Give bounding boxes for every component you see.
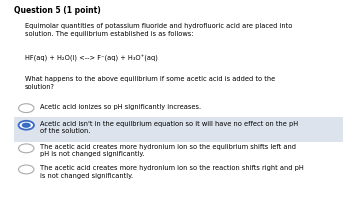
Text: The acetic acid creates more hydronium ion so the equlibrium shifts left and
pH : The acetic acid creates more hydronium i… [40, 143, 296, 157]
Circle shape [19, 121, 34, 130]
FancyBboxPatch shape [14, 118, 343, 142]
Circle shape [19, 104, 34, 113]
Text: Acetic acid ionizes so pH significantly increases.: Acetic acid ionizes so pH significantly … [40, 103, 201, 109]
Text: HF(aq) + H₂O(l) <--> F⁻(aq) + H₃O⁺(aq): HF(aq) + H₂O(l) <--> F⁻(aq) + H₃O⁺(aq) [25, 54, 158, 61]
Circle shape [19, 165, 34, 174]
Text: Equimolar quantities of potassium fluoride and hydrofluoric acid are placed into: Equimolar quantities of potassium fluori… [25, 23, 292, 37]
Text: The acetic acid creates more hydronium ion so the reaction shifts right and pH
i: The acetic acid creates more hydronium i… [40, 164, 304, 178]
Text: Acetic acid isn't in the equilbrium equation so it will have no effect on the pH: Acetic acid isn't in the equilbrium equa… [40, 120, 298, 134]
Text: Question 5 (1 point): Question 5 (1 point) [14, 6, 101, 15]
Circle shape [19, 144, 34, 153]
Text: What happens to the above equilibrium if some acetic acid is added to the
soluti: What happens to the above equilibrium if… [25, 76, 275, 90]
Circle shape [22, 123, 31, 128]
